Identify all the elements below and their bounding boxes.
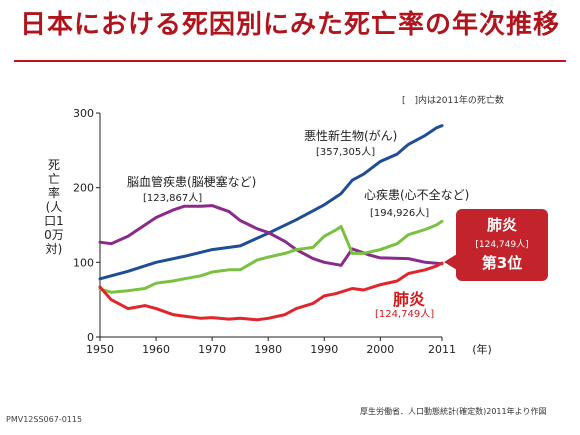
- death-count-note: [ ]内は2011年の死亡数: [402, 96, 504, 106]
- series-line-3: [98, 261, 444, 322]
- y-tick-label: 200: [73, 182, 94, 195]
- x-tick-label: 2011: [428, 343, 456, 356]
- x-tick-label: 1950: [86, 343, 114, 356]
- y-tick-label: 100: [73, 256, 94, 269]
- page-title: 日本における死因別にみた死亡率の年次推移: [19, 10, 560, 40]
- chart-axes: [99, 113, 442, 338]
- callout-rank: 第3位: [481, 254, 523, 272]
- label-pneumonia-count: [124,749人]: [375, 309, 435, 320]
- callout-title: 肺炎: [486, 216, 517, 234]
- series-line-1: [98, 204, 444, 267]
- callout-arrow: [444, 254, 457, 270]
- pneumonia-rank-callout: 肺炎 [124,749人] 第3位: [456, 209, 548, 281]
- label-cancer: 悪性新生物(がん): [304, 129, 398, 143]
- callout-count: [124,749人]: [475, 240, 529, 250]
- document-code: PMV12SS067-0115: [6, 415, 83, 424]
- x-tick-label: 1980: [254, 343, 282, 356]
- chart-ticks: 0 100 200 300 1950 1960 1970 1980 1990 2000 2011 (年…: [73, 107, 492, 356]
- label-cerebro: 脳血管疾患(脳梗塞など): [127, 175, 257, 189]
- title-rule: [14, 60, 566, 62]
- label-cerebro-count: [123,867人]: [143, 193, 203, 204]
- y-tick-label: 0: [87, 331, 94, 344]
- x-tick-label: 1990: [310, 343, 338, 356]
- label-heart: 心疾患(心不全など): [364, 188, 470, 202]
- series-line-2: [98, 219, 444, 294]
- y-tick-label: 300: [73, 107, 94, 120]
- label-cancer-count: [357,305人]: [316, 147, 376, 158]
- label-pneumonia: 肺炎: [393, 290, 426, 309]
- x-tick-label: 1960: [142, 343, 170, 356]
- source-note: 厚生労働省．人口動態統計(確定数)2011年より作図: [360, 407, 547, 416]
- label-heart-count: [194,926人]: [370, 208, 430, 219]
- chart-series: [98, 124, 444, 322]
- x-axis-unit: (年): [472, 342, 492, 356]
- x-tick-label: 1970: [198, 343, 226, 356]
- series-line-0: [98, 124, 444, 281]
- y-axis-label: 死亡率(人口10万対): [44, 158, 64, 256]
- x-tick-label: 2000: [366, 343, 394, 356]
